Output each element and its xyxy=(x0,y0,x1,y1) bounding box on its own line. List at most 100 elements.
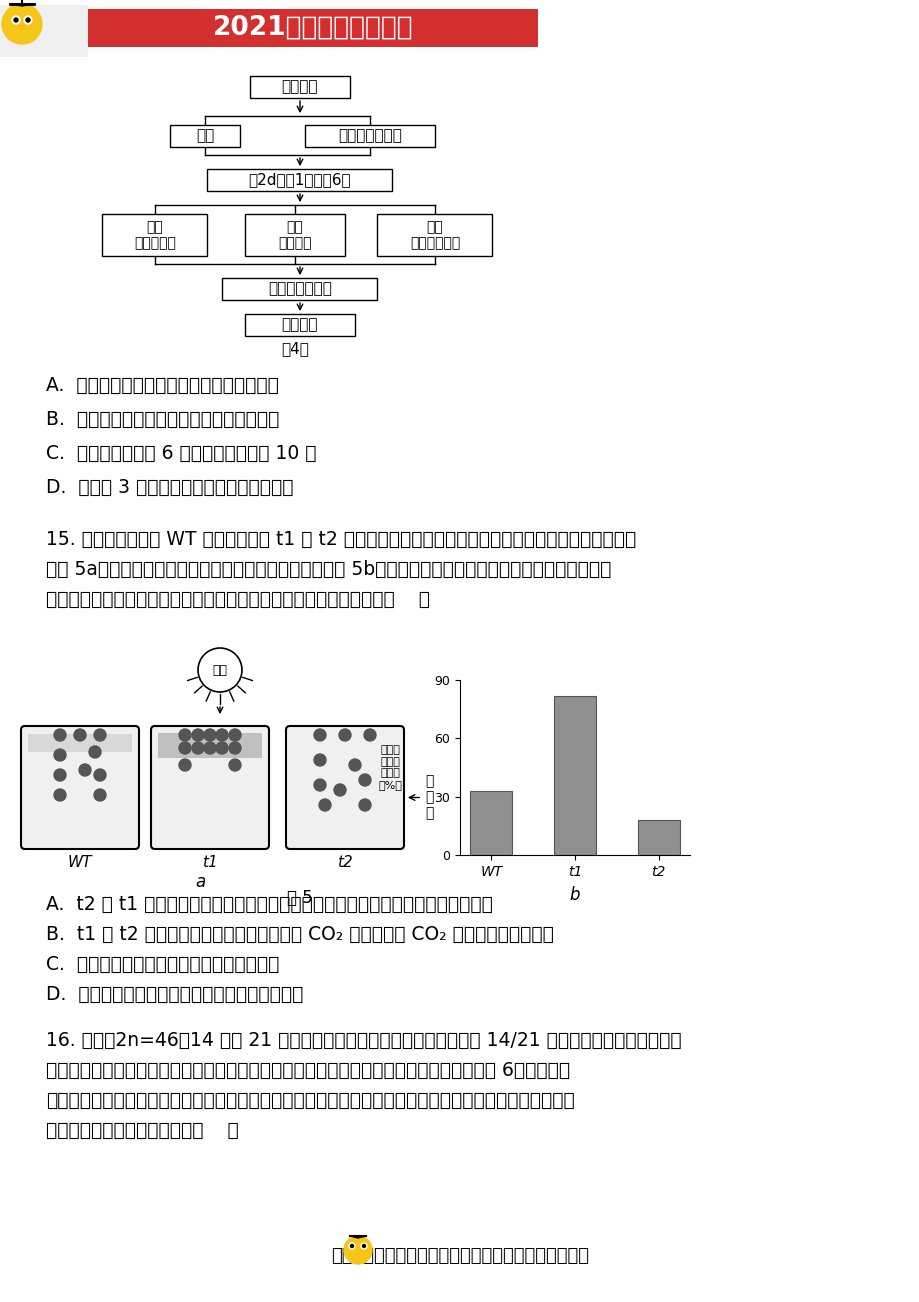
Text: 学科网: 学科网 xyxy=(40,10,70,29)
Text: t1: t1 xyxy=(202,855,218,870)
Text: 太阳: 太阳 xyxy=(212,664,227,677)
Text: 对照: 对照 xyxy=(196,129,214,143)
Circle shape xyxy=(358,773,370,786)
Y-axis label: 叶绿体
相对受
光面积
（%）: 叶绿体 相对受 光面积 （%） xyxy=(378,745,402,790)
Circle shape xyxy=(364,729,376,741)
Circle shape xyxy=(2,4,42,44)
Text: t2: t2 xyxy=(336,855,353,870)
Circle shape xyxy=(89,746,101,758)
Text: WWW.ZXXK.COM: WWW.ZXXK.COM xyxy=(19,33,91,42)
Circle shape xyxy=(350,1245,353,1247)
Circle shape xyxy=(179,759,191,771)
Circle shape xyxy=(338,729,351,741)
Circle shape xyxy=(26,18,30,22)
FancyBboxPatch shape xyxy=(21,727,139,849)
Circle shape xyxy=(94,729,106,741)
Text: 得出结论: 得出结论 xyxy=(281,318,318,332)
Bar xyxy=(244,314,355,336)
Text: 乙烯利溶液处理: 乙烯利溶液处理 xyxy=(337,129,402,143)
Text: 携者具有正常的表现型，但在产生生殖细胞的过程中，其细胞中形成复杂的联会复合物（图 6）。在进行: 携者具有正常的表现型，但在产生生殖细胞的过程中，其细胞中形成复杂的联会复合物（图… xyxy=(46,1061,570,1079)
Bar xyxy=(88,9,538,47)
Circle shape xyxy=(74,729,85,741)
Bar xyxy=(637,820,679,855)
FancyBboxPatch shape xyxy=(151,727,268,849)
Circle shape xyxy=(12,16,20,23)
Circle shape xyxy=(54,729,66,741)
Circle shape xyxy=(229,742,241,754)
Circle shape xyxy=(14,18,18,22)
Text: B.  t1 比 t2 具有更低的光补偿点（光合吸收 CO₂ 与呼吸释放 CO₂ 等量时的光照强度）: B. t1 比 t2 具有更低的光补偿点（光合吸收 CO₂ 与呼吸释放 CO₂ … xyxy=(46,924,553,944)
Text: 图4、: 图4、 xyxy=(281,341,309,355)
Text: 减数分裂时，若该联会复合物的染色体遵循正常的染色体行为规律（不考虑交叉互换），下列关于平衡易位: 减数分裂时，若该联会复合物的染色体遵循正常的染色体行为规律（不考虑交叉互换），下… xyxy=(46,1091,574,1111)
Circle shape xyxy=(179,742,191,754)
Text: 2021年高考试题精校版: 2021年高考试题精校版 xyxy=(212,16,413,40)
Circle shape xyxy=(79,764,91,776)
Circle shape xyxy=(348,1243,355,1249)
Text: ▽: ▽ xyxy=(19,25,25,31)
Circle shape xyxy=(216,729,228,741)
Circle shape xyxy=(198,648,242,691)
Bar xyxy=(102,214,208,256)
Circle shape xyxy=(192,742,204,754)
Text: 每2d收样1次，共6次: 每2d收样1次，共6次 xyxy=(248,172,351,187)
Circle shape xyxy=(334,784,346,796)
Bar xyxy=(305,125,435,147)
Bar xyxy=(553,695,596,855)
Text: 香蕉果实: 香蕉果实 xyxy=(281,79,318,95)
Circle shape xyxy=(192,729,204,741)
Bar xyxy=(208,169,392,191)
Circle shape xyxy=(358,799,370,811)
Text: 15. 与野生型拟南芥 WT 相比，突变体 t1 和 t2 在正常光照条件下，叶绿体在叶肉细胞中的分布及位置不同: 15. 与野生型拟南芥 WT 相比，突变体 t1 和 t2 在正常光照条件下，叶… xyxy=(46,530,636,549)
Bar xyxy=(0,5,88,57)
Text: 染色体携者的叙述，错误的是（    ）: 染色体携者的叙述，错误的是（ ） xyxy=(46,1121,239,1141)
Circle shape xyxy=(94,789,106,801)
FancyBboxPatch shape xyxy=(286,727,403,849)
Polygon shape xyxy=(10,4,34,7)
Polygon shape xyxy=(349,1236,366,1238)
Text: D.  三者光合速率的差异随光照强度的增加而变大: D. 三者光合速率的差异随光照强度的增加而变大 xyxy=(46,986,303,1004)
Text: （图 5a，示意图），造成叶绿体相对受光面积的不同（图 5b），进而引起光合速率差异，但叶绿素含量及其: （图 5a，示意图），造成叶绿体相对受光面积的不同（图 5b），进而引起光合速率… xyxy=(46,560,611,579)
Circle shape xyxy=(94,769,106,781)
Text: 名师解读，权威剖析，独家奉献，打造不一样的高考！: 名师解读，权威剖析，独家奉献，打造不一样的高考！ xyxy=(331,1247,588,1266)
Bar xyxy=(158,733,262,758)
Text: A.  对照组香蕉果实的成熟不会受到乙烯影响: A. 对照组香蕉果实的成熟不会受到乙烯影响 xyxy=(46,376,278,395)
Text: a: a xyxy=(195,874,205,891)
Circle shape xyxy=(54,749,66,760)
Text: C.  根据实验安排第 6 次取样的时间为第 10 天: C. 根据实验安排第 6 次取样的时间为第 10 天 xyxy=(46,444,316,464)
Circle shape xyxy=(204,729,216,741)
Circle shape xyxy=(229,759,241,771)
Text: WT: WT xyxy=(68,855,92,870)
Bar xyxy=(28,734,131,753)
Circle shape xyxy=(204,742,216,754)
Text: 数据处理及分析: 数据处理及分析 xyxy=(267,281,332,297)
Circle shape xyxy=(54,769,66,781)
Circle shape xyxy=(313,779,325,792)
Circle shape xyxy=(216,742,228,754)
Circle shape xyxy=(360,1243,367,1249)
Circle shape xyxy=(319,799,331,811)
Bar xyxy=(377,214,492,256)
Text: A.  t2 比 t1 具有更高的光饱和点（光合速率不再随光强增加而增加时的光照强度）: A. t2 比 t1 具有更高的光饱和点（光合速率不再随光强增加而增加时的光照强… xyxy=(46,894,493,914)
Circle shape xyxy=(179,729,191,741)
Bar xyxy=(244,214,345,256)
Circle shape xyxy=(344,1236,371,1264)
Circle shape xyxy=(313,754,325,766)
Circle shape xyxy=(24,16,32,23)
Bar xyxy=(250,76,349,98)
Text: 叶
绿
体: 叶 绿 体 xyxy=(409,775,433,820)
Text: b: b xyxy=(569,887,580,905)
Text: C.  三者光合速率的高低与叶绿素的含量无关: C. 三者光合速率的高低与叶绿素的含量无关 xyxy=(46,954,279,974)
Text: 16. 人类（2n=46）14 号与 21 号染色体二者的长臂在着丝点处融合形成 14/21 平衡易位染色体，该染色体: 16. 人类（2n=46）14 号与 21 号染色体二者的长臂在着丝点处融合形成… xyxy=(46,1031,681,1049)
Text: 它性状基本一致。在不考虑叶绿体运动的前提下，下列叙述错误的是（    ）: 它性状基本一致。在不考虑叶绿体运动的前提下，下列叙述错误的是（ ） xyxy=(46,590,429,609)
Text: 测定
果皮色素变化: 测定 果皮色素变化 xyxy=(410,220,460,250)
Circle shape xyxy=(362,1245,365,1247)
Circle shape xyxy=(313,729,325,741)
Text: D.  处理组 3 个指标的总体变化趋势基本一致: D. 处理组 3 个指标的总体变化趋势基本一致 xyxy=(46,478,293,497)
Text: 测定
淀粉含量: 测定 淀粉含量 xyxy=(278,220,312,250)
Text: B.  实验材料应选择已经开始成熟的香蕉果实: B. 实验材料应选择已经开始成熟的香蕉果实 xyxy=(46,410,279,428)
Circle shape xyxy=(54,789,66,801)
Text: 测定
淀粉酶含量: 测定 淀粉酶含量 xyxy=(134,220,176,250)
Bar xyxy=(170,125,240,147)
Bar xyxy=(222,279,377,299)
Bar xyxy=(470,790,512,855)
